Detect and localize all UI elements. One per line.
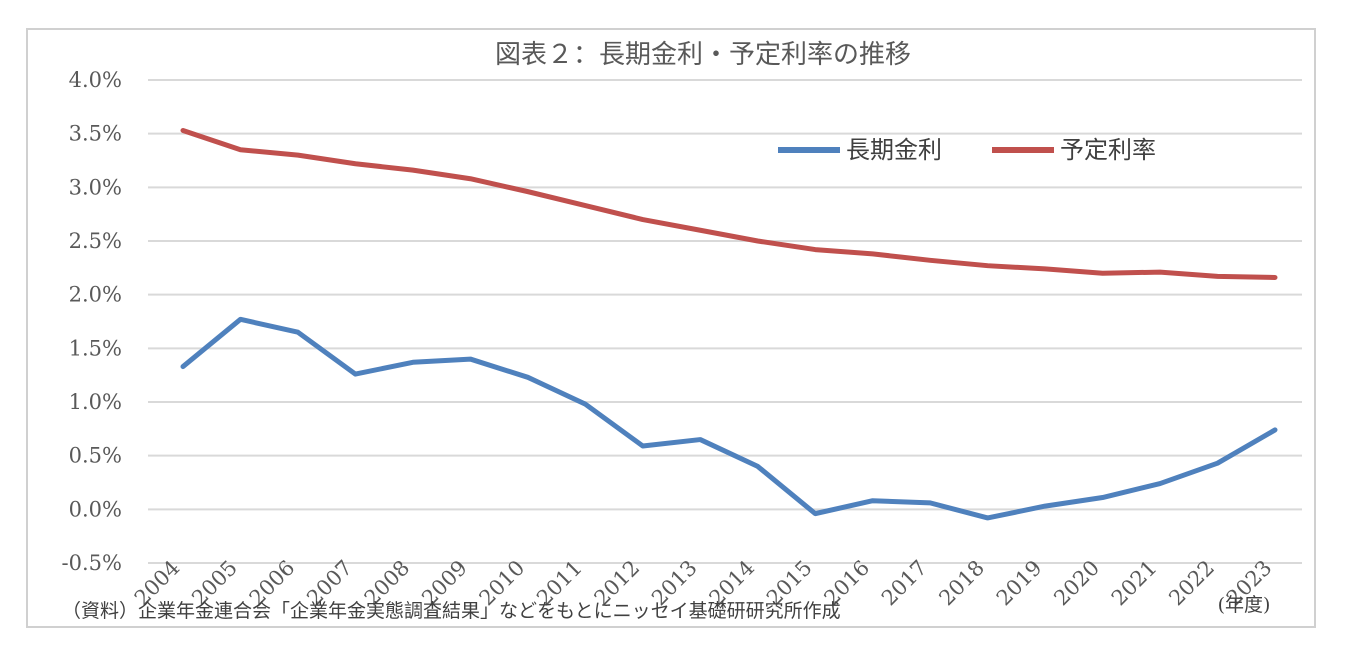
y-tick-label: 2.5%: [69, 229, 122, 253]
y-tick-label: 1.5%: [69, 336, 122, 360]
y-tick-label: -0.5%: [62, 551, 122, 575]
chart-title: 図表２：長期金利・予定利率の推移: [495, 40, 911, 70]
series-line-assumed-rate: [180, 127, 1278, 280]
y-tick-label: 3.5%: [69, 122, 122, 146]
gridlines: [148, 79, 1302, 564]
y-tick-label: 4.0%: [69, 68, 122, 92]
legend-label-long-term-rate: 長期金利: [846, 136, 942, 164]
y-tick-label: 0.5%: [69, 444, 122, 468]
series-line-long-term-rate: [180, 316, 1278, 521]
legend: 長期金利 予定利率: [778, 136, 1156, 164]
y-tick-label: 3.0%: [69, 175, 122, 199]
x-axis-unit-label: (年度): [1218, 594, 1271, 616]
y-axis-ticks: -0.5% 0.0% 0.5% 1.0% 1.5% 2.0% 2.5% 3.0% 3.5% 4.0…: [62, 68, 122, 575]
source-note: （資料）企業年金連合会「企業年金実態調査結果」などをもとにニッセイ基礎研研究所作…: [62, 600, 841, 622]
y-tick-label: 1.0%: [69, 390, 122, 414]
chart-frame: [26, 28, 1316, 628]
y-tick-label: 2.0%: [69, 283, 122, 307]
series-lines: [180, 127, 1278, 521]
legend-label-assumed-rate: 予定利率: [1060, 136, 1156, 164]
y-tick-label: 0.0%: [69, 497, 122, 521]
